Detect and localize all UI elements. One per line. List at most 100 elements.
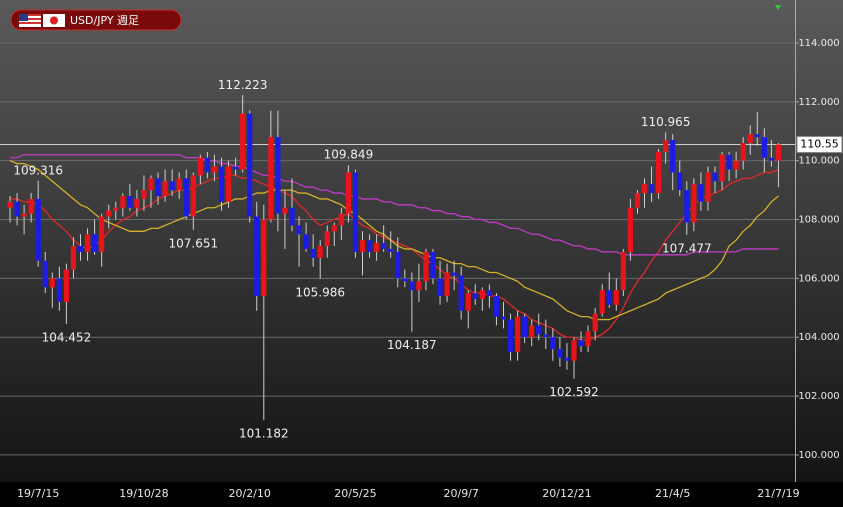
us-flag-stripe	[19, 22, 41, 24]
candle-body	[35, 198, 41, 261]
candle-body	[56, 278, 62, 302]
last-price-label: 110.55	[800, 137, 839, 150]
us-flag-stripe	[19, 14, 41, 16]
candle-body	[472, 293, 478, 299]
candle-body	[585, 331, 591, 347]
candle-body	[268, 137, 274, 220]
last-price-box	[796, 135, 843, 153]
price-annotation: 109.316	[13, 163, 63, 177]
candle-body	[247, 113, 253, 217]
price-annotation: 110.965	[641, 115, 691, 129]
candle-body	[486, 290, 492, 297]
x-axis-band	[0, 482, 843, 507]
candle-body	[444, 272, 450, 297]
candle-body	[564, 357, 570, 361]
candle-body	[677, 172, 683, 191]
candle-body	[106, 210, 112, 217]
y-tick-label: 106.000	[798, 273, 839, 284]
candle-body	[719, 154, 725, 182]
candle-body	[282, 207, 288, 214]
candle-body	[381, 243, 387, 249]
candle-body	[663, 140, 669, 152]
candle-body	[599, 290, 605, 314]
candle-body	[148, 178, 154, 191]
header-badge: USD/JPY 週足	[10, 9, 182, 31]
candle-body	[698, 184, 704, 202]
candle-body	[522, 316, 528, 338]
x-tick-label: 20/2/10	[228, 487, 270, 500]
price-annotation: 102.592	[549, 385, 599, 399]
indicator-triangle	[775, 5, 781, 10]
candle-body	[437, 278, 443, 297]
candle-body	[515, 316, 521, 352]
candle-body	[395, 251, 401, 279]
candle-body	[374, 243, 380, 252]
candle-body	[705, 172, 711, 202]
candle-body	[84, 234, 91, 252]
candle-body	[204, 157, 210, 173]
y-tick-label: 104.000	[798, 332, 839, 343]
candle-body	[409, 281, 415, 291]
candle-body	[578, 340, 584, 347]
x-tick-label: 19/10/28	[119, 487, 168, 500]
candle-body	[261, 219, 267, 297]
x-tick-label: 20/9/7	[443, 487, 478, 500]
candle-body	[529, 325, 535, 338]
candle-body	[656, 151, 662, 194]
candle-body	[754, 134, 760, 138]
candle-body	[359, 240, 366, 252]
candle-body	[155, 178, 161, 196]
us-flag-canton	[19, 14, 28, 21]
candle-body	[352, 172, 359, 252]
y-tick-label: 110.000	[798, 156, 839, 167]
candle-body	[768, 157, 774, 161]
x-tick-label: 19/7/15	[17, 487, 59, 500]
candle-body	[162, 181, 168, 196]
candle-body	[493, 296, 500, 317]
y-tick-label: 108.000	[798, 215, 839, 226]
candles	[7, 95, 782, 421]
candle-body	[641, 184, 648, 194]
candle-body	[92, 234, 98, 252]
candle-body	[691, 184, 697, 223]
x-tick-label: 20/12/21	[542, 487, 591, 500]
y-tick-label: 112.000	[798, 97, 839, 108]
price-annotation: 101.182	[239, 427, 289, 441]
candle-body	[543, 334, 549, 338]
candle-body	[571, 340, 577, 361]
candle-body	[670, 140, 676, 173]
candle-body	[63, 269, 69, 302]
candle-body	[726, 154, 732, 170]
candle-body	[303, 234, 309, 249]
candle-body	[613, 290, 619, 305]
candle-body	[42, 260, 48, 288]
candle-body	[169, 181, 175, 191]
candle-body	[416, 281, 422, 291]
candle-body	[254, 216, 260, 297]
candle-body	[388, 248, 394, 252]
candle-body	[366, 240, 373, 252]
candle-body	[684, 190, 690, 223]
candle-body	[120, 195, 126, 208]
candle-body	[134, 198, 140, 208]
candle-body	[338, 213, 344, 226]
candle-body	[317, 246, 323, 258]
price-annotation: 105.986	[295, 285, 345, 299]
x-tick-label: 20/5/25	[334, 487, 376, 500]
price-annotation: 107.477	[662, 241, 712, 255]
candle-body	[127, 195, 133, 208]
candle-body	[761, 137, 767, 158]
price-annotation: 104.187	[387, 338, 437, 352]
jp-flag-disc	[50, 16, 58, 25]
candle-body	[430, 251, 436, 279]
candle-body	[28, 198, 34, 214]
candle-body	[648, 184, 655, 194]
candle-body	[324, 231, 330, 247]
candle-body	[634, 193, 641, 208]
candle-body	[70, 246, 77, 270]
candle-body	[740, 143, 746, 161]
candle-body	[557, 348, 563, 358]
us-flag-stripe	[19, 18, 41, 20]
